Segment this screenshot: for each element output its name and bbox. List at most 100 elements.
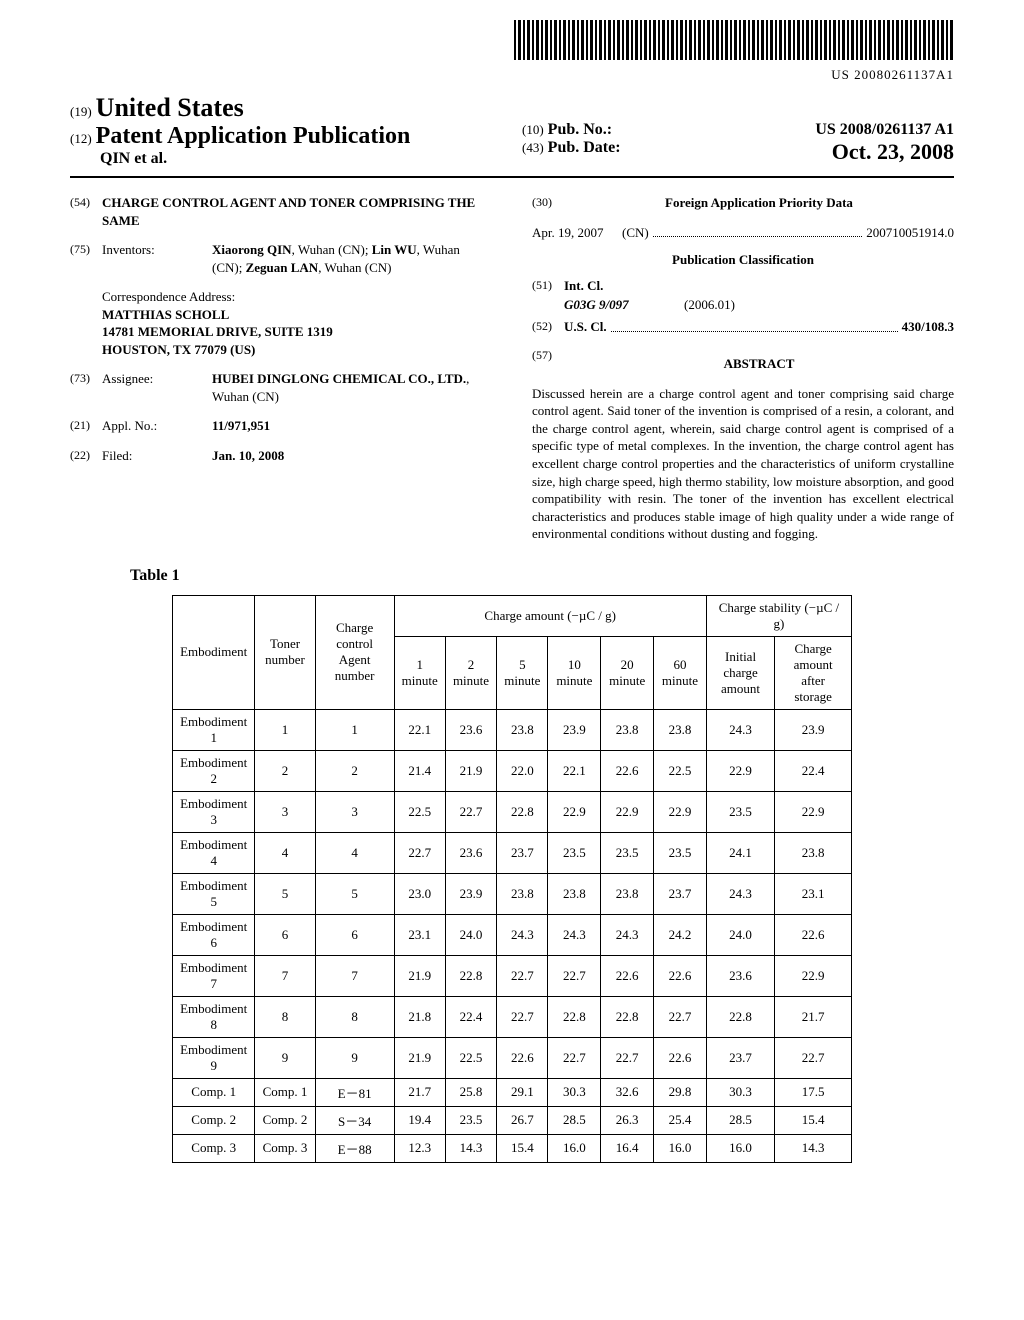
table-cell: 12.3 (394, 1134, 445, 1162)
table-cell: 21.7 (775, 996, 852, 1037)
table-cell: 6 (315, 914, 394, 955)
table-cell: E－81 (315, 1078, 394, 1106)
table-cell: 16.0 (548, 1134, 601, 1162)
table-row: Embodiment 99921.922.522.622.722.722.623… (173, 1037, 852, 1078)
table-cell: 23.1 (394, 914, 445, 955)
kind: Patent Application Publication (96, 123, 411, 149)
table-row: Embodiment 88821.822.422.722.822.822.722… (173, 996, 852, 1037)
uscl-label: U.S. Cl. (564, 318, 607, 336)
table-cell: 6 (255, 914, 315, 955)
table-caption: Table 1 (130, 567, 954, 585)
table-cell: 23.8 (548, 873, 601, 914)
table-cell: 22.7 (654, 996, 707, 1037)
table-cell: Embodiment 4 (173, 832, 255, 873)
appl-label: Appl. No.: (102, 417, 212, 435)
abstract-body: Discussed herein are a charge control ag… (532, 385, 954, 543)
col-group-charge-amount: Charge amount (−µC / g) (394, 595, 706, 636)
table-cell: 22.6 (601, 955, 654, 996)
table-cell: 23.8 (775, 832, 852, 873)
assignee-num: (73) (70, 370, 102, 405)
table-cell: 23.7 (497, 832, 548, 873)
barcode-icon (514, 20, 954, 60)
inventors-value: Xiaorong QIN, Wuhan (CN); Lin WU, Wuhan … (212, 241, 492, 276)
pub-date-num: (43) (522, 140, 544, 155)
table-cell: 15.4 (775, 1106, 852, 1134)
intcl-code: G03G 9/097 (564, 296, 684, 314)
table-cell: 21.7 (394, 1078, 445, 1106)
inv3: Zeguan LAN (246, 260, 319, 275)
table-cell: 24.2 (654, 914, 707, 955)
table-cell: 9 (255, 1037, 315, 1078)
table-cell: Comp. 3 (255, 1134, 315, 1162)
dotted-leader-icon (653, 236, 863, 237)
inv3b: , Wuhan (CN) (318, 260, 391, 275)
table-cell: 23.5 (445, 1106, 496, 1134)
table-cell: 3 (315, 791, 394, 832)
table-cell: 23.8 (497, 709, 548, 750)
table-cell: 22.6 (775, 914, 852, 955)
authors: QIN et al. (70, 150, 502, 168)
table-cell: 24.3 (497, 914, 548, 955)
table-cell: 22.9 (601, 791, 654, 832)
table-cell: 23.8 (601, 873, 654, 914)
dotted-leader-icon (611, 318, 898, 333)
table-cell: 19.4 (394, 1106, 445, 1134)
table-cell: 24.0 (445, 914, 496, 955)
table-cell: 23.5 (706, 791, 774, 832)
pub-no-num: (10) (522, 122, 544, 137)
table-cell: 22.6 (654, 955, 707, 996)
intcl-ver: (2006.01) (684, 296, 735, 314)
barcode-area: US 20080261137A1 (70, 20, 954, 83)
table-cell: Comp. 3 (173, 1134, 255, 1162)
table-cell: 22.4 (775, 750, 852, 791)
table-cell: 3 (255, 791, 315, 832)
table-cell: 32.6 (601, 1078, 654, 1106)
table-cell: Embodiment 8 (173, 996, 255, 1037)
assignee-value: HUBEI DINGLONG CHEMICAL CO., LTD., Wuhan… (212, 370, 492, 405)
table-cell: 23.5 (548, 832, 601, 873)
table-cell: 23.9 (445, 873, 496, 914)
filed-label: Filed: (102, 447, 212, 465)
table-cell: 15.4 (497, 1134, 548, 1162)
table-cell: 22.7 (497, 955, 548, 996)
table-cell: 22.9 (706, 750, 774, 791)
table-cell: 21.8 (394, 996, 445, 1037)
table-cell: 25.8 (445, 1078, 496, 1106)
table-cell: 21.9 (394, 1037, 445, 1078)
col-m1: 1 minute (394, 636, 445, 709)
table-cell: 2 (255, 750, 315, 791)
table-header-row: Embodiment Toner number Charge control A… (173, 595, 852, 636)
col-embodiment: Embodiment (173, 595, 255, 709)
table-cell: 7 (315, 955, 394, 996)
table-cell: 22.7 (445, 791, 496, 832)
table-cell: 22.7 (601, 1037, 654, 1078)
table-cell: Embodiment 1 (173, 709, 255, 750)
foreign-cc: (CN) (622, 224, 649, 242)
table-cell: 23.5 (601, 832, 654, 873)
col-m10: 10 minute (548, 636, 601, 709)
appl-num: (21) (70, 417, 102, 435)
col-toner: Toner number (255, 595, 315, 709)
table-cell: 25.4 (654, 1106, 707, 1134)
foreign-num: (30) (532, 194, 564, 212)
table-cell: 22.8 (706, 996, 774, 1037)
table-cell: 24.3 (706, 873, 774, 914)
barcode-label: US 20080261137A1 (70, 67, 954, 83)
col-s1: Initial charge amount (706, 636, 774, 709)
table-cell: 23.0 (394, 873, 445, 914)
pub-date-label: Pub. Date: (548, 139, 621, 156)
table-cell: 23.5 (654, 832, 707, 873)
assignee-name: HUBEI DINGLONG CHEMICAL CO., LTD. (212, 371, 466, 386)
table-row: Comp. 2Comp. 2S－3419.423.526.728.526.325… (173, 1106, 852, 1134)
table-cell: 2 (315, 750, 394, 791)
table-row: Embodiment 55523.023.923.823.823.823.724… (173, 873, 852, 914)
table-cell: 5 (255, 873, 315, 914)
table-cell: Embodiment 9 (173, 1037, 255, 1078)
foreign-app: 200710051914.0 (866, 224, 954, 242)
table-cell: 29.1 (497, 1078, 548, 1106)
table-cell: 22.6 (497, 1037, 548, 1078)
col-m2: 2 minute (445, 636, 496, 709)
country-num: (19) (70, 104, 92, 119)
inventors-label: Inventors: (102, 241, 212, 276)
table-cell: 21.9 (445, 750, 496, 791)
